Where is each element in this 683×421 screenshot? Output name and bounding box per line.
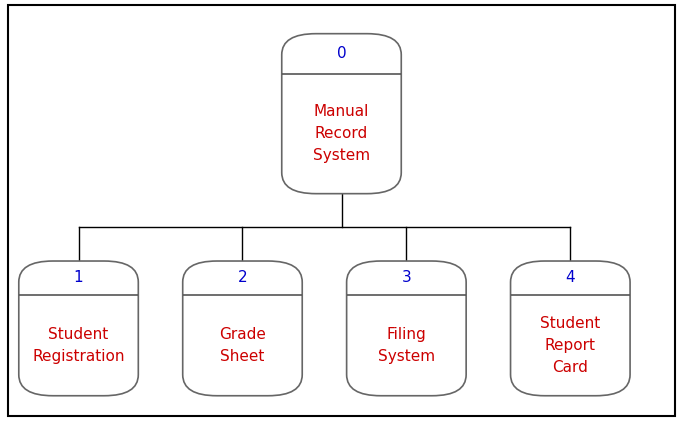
FancyBboxPatch shape	[346, 261, 466, 396]
Text: Filing
System: Filing System	[378, 327, 435, 364]
Text: 2: 2	[238, 270, 247, 285]
Text: 0: 0	[337, 46, 346, 61]
FancyBboxPatch shape	[182, 261, 302, 396]
Text: Grade
Sheet: Grade Sheet	[219, 327, 266, 364]
FancyBboxPatch shape	[19, 261, 138, 396]
Text: 3: 3	[402, 270, 411, 285]
Text: Manual
Record
System: Manual Record System	[313, 104, 370, 163]
FancyBboxPatch shape	[282, 34, 401, 194]
Text: Student
Report
Card: Student Report Card	[540, 315, 600, 375]
Text: 1: 1	[74, 270, 83, 285]
Text: 4: 4	[566, 270, 575, 285]
Text: Student
Registration: Student Registration	[32, 327, 125, 364]
FancyBboxPatch shape	[510, 261, 630, 396]
